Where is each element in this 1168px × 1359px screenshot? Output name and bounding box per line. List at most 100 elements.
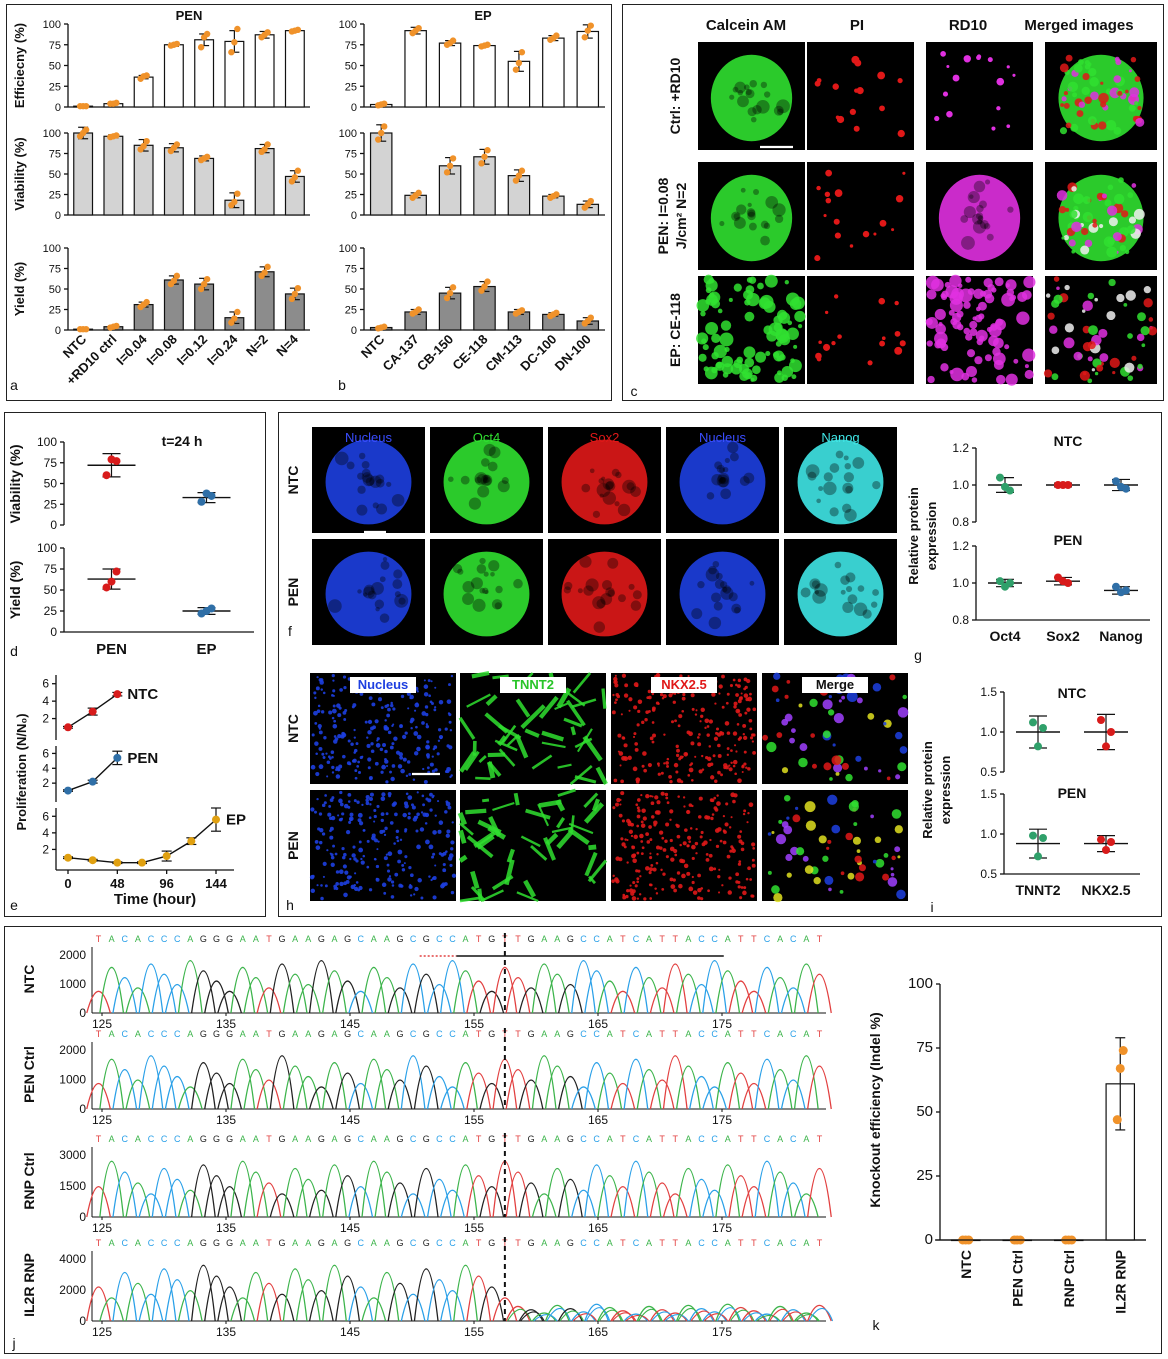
dark-spot	[829, 507, 839, 517]
nucleus-dot	[323, 801, 327, 805]
nucleus-dot	[615, 698, 618, 702]
dark-spot	[488, 560, 500, 572]
dark-spot	[812, 589, 827, 604]
nucleus-dot	[375, 864, 380, 869]
nucleus-dot	[352, 703, 357, 708]
nucleus-dot	[721, 705, 725, 709]
nucleus-dot	[341, 812, 345, 816]
dark-spot	[497, 480, 510, 493]
labeled-cell	[996, 77, 1005, 86]
merged-signal	[1125, 290, 1136, 301]
base-call: G	[213, 1134, 220, 1144]
peak	[204, 980, 229, 1014]
base-call: C	[174, 934, 181, 944]
data-point	[143, 298, 150, 306]
cell-cluster	[938, 174, 1021, 262]
nucleus-dot	[726, 692, 730, 696]
base-call: G	[200, 1238, 207, 1248]
dark-spot	[976, 204, 984, 213]
nucleus-dot	[369, 803, 372, 806]
merged-signal	[804, 801, 816, 813]
dark-spot	[357, 485, 366, 494]
merged-signal	[1071, 221, 1082, 233]
base-call: C	[161, 1238, 168, 1248]
merged-signal	[855, 755, 862, 762]
fiber	[584, 851, 598, 877]
data-point	[187, 837, 196, 846]
bar	[163, 279, 184, 331]
dark-spot	[834, 561, 842, 569]
labeled-cell	[927, 375, 935, 384]
labeled-cell	[717, 308, 723, 314]
peak	[151, 1065, 177, 1110]
labeled-cell	[894, 330, 901, 337]
dark-spot	[607, 589, 615, 597]
merged-signal	[776, 732, 783, 738]
dark-spot	[596, 483, 611, 497]
nucleus-dot	[385, 780, 389, 784]
dark-spot	[719, 467, 725, 474]
fiber	[569, 764, 593, 785]
row-label: J/cm² N=2	[673, 183, 689, 250]
base-call: A	[305, 1029, 311, 1039]
peak	[610, 1185, 636, 1218]
nucleus-dot	[751, 740, 755, 743]
nucleus-dot	[341, 847, 345, 851]
nucleus-dot	[749, 736, 754, 740]
data-point	[231, 315, 238, 322]
merged-signal	[1134, 76, 1141, 82]
cell-cluster	[443, 551, 530, 637]
nucleus-dot	[708, 719, 714, 724]
y-axis-title: expression	[924, 502, 939, 571]
base-call: A	[777, 1238, 783, 1248]
nucleus-dot	[740, 847, 745, 852]
fiber	[470, 870, 480, 889]
nucleus-dot	[669, 838, 673, 843]
nucleus-dot	[421, 721, 425, 725]
labeled-cell	[990, 323, 998, 331]
nucleus-dot	[358, 821, 364, 826]
nucleus-dot	[636, 880, 640, 884]
fiber	[506, 848, 515, 863]
nucleus-dot	[733, 744, 737, 747]
base-call: C	[148, 1029, 155, 1039]
peak	[702, 1311, 727, 1322]
peak	[361, 1297, 387, 1322]
dark-spot	[479, 587, 486, 594]
nucleus-dot	[339, 688, 343, 692]
merged-signal	[775, 833, 787, 845]
base-call: T	[515, 1238, 521, 1248]
dark-spot	[394, 591, 401, 598]
merged-signal	[897, 707, 909, 718]
nucleus-dot	[747, 767, 751, 771]
nucleus-dot	[354, 769, 358, 773]
dark-spot	[477, 485, 490, 498]
nucleus-dot	[339, 802, 344, 807]
merged-signal	[833, 713, 844, 724]
x-tick-label: Nanog	[1099, 628, 1143, 644]
peak	[794, 1312, 819, 1322]
nucleus-dot	[730, 761, 733, 765]
nucleus-dot	[384, 704, 388, 709]
labeled-cell	[776, 309, 788, 321]
dark-spot	[747, 209, 756, 218]
nucleus-dot	[688, 803, 693, 807]
nucleus-dot	[320, 710, 325, 714]
nucleus-dot	[314, 810, 317, 814]
base-call: T	[96, 1134, 102, 1144]
nucleus-dot	[394, 812, 398, 817]
fiber	[570, 726, 577, 736]
peak	[533, 1314, 558, 1322]
nucleus-dot	[691, 844, 696, 850]
nucleus-dot	[333, 739, 338, 744]
peak	[466, 980, 492, 1014]
nucleus-dot	[695, 827, 698, 831]
nucleus-dot	[371, 833, 376, 838]
dark-spot	[375, 474, 385, 484]
nucleus-dot	[649, 856, 653, 860]
y-tick-label: 50	[916, 1103, 933, 1120]
base-call: T	[673, 1029, 679, 1039]
nucleus-dot	[391, 884, 395, 887]
fiber	[563, 717, 583, 728]
y-tick-label: 100	[43, 243, 61, 255]
